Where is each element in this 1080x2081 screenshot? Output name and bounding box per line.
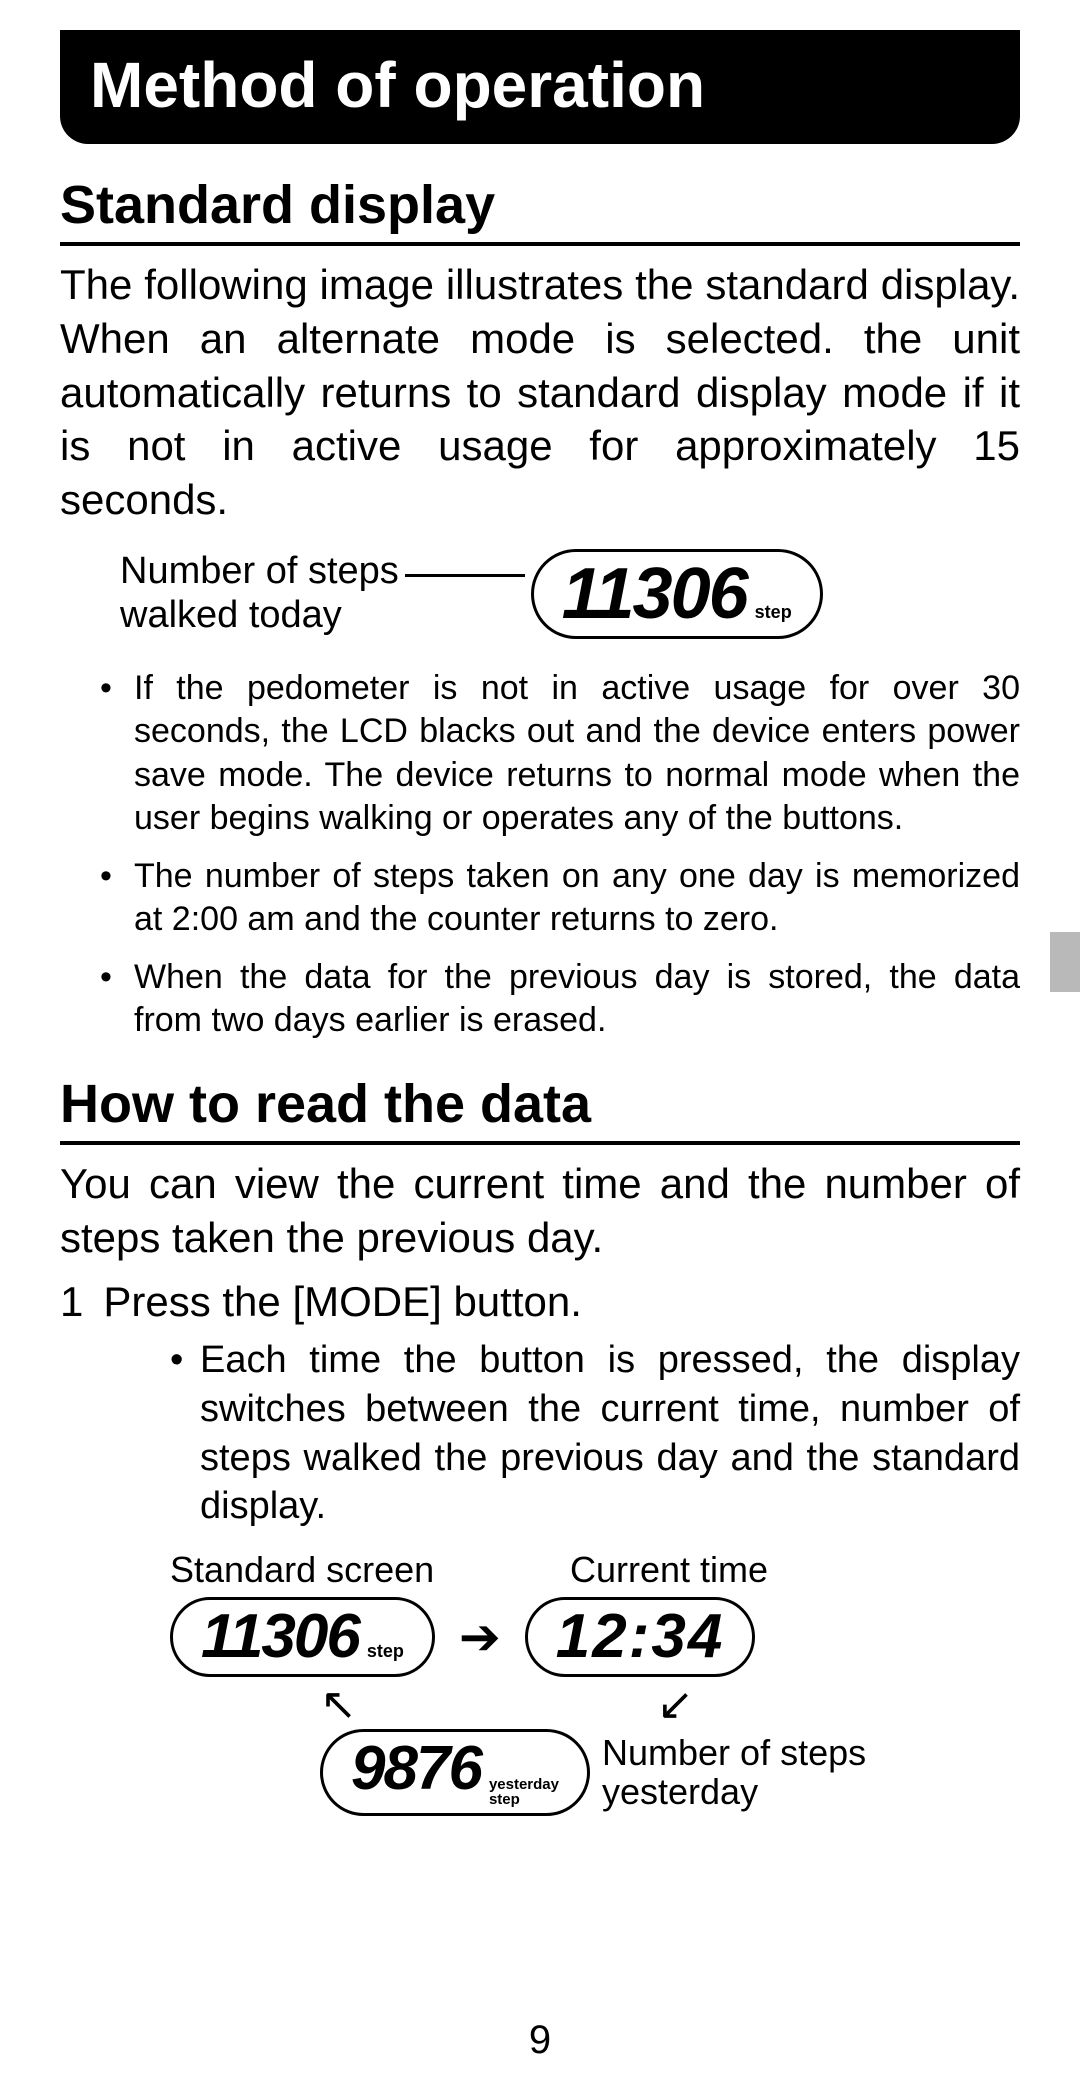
- display-label-line1: Number of steps: [120, 550, 399, 592]
- lcd-yesterday: 9876 yesterday step: [320, 1729, 590, 1816]
- section-title-how-to-read: How to read the data: [60, 1073, 1020, 1145]
- arrow-down-left-icon: ↙: [657, 1683, 694, 1727]
- lcd-yesterday-unit-top: yesterday: [489, 1777, 559, 1792]
- section-title-standard-display: Standard display: [60, 174, 1020, 246]
- page-side-tab: [1050, 932, 1080, 992]
- label-standard-screen: Standard screen: [170, 1549, 570, 1591]
- lcd-yesterday-value: 9876: [351, 1738, 481, 1800]
- arrow-right-icon: ➔: [459, 1612, 501, 1662]
- bullet-item: The number of steps taken on any one day…: [100, 855, 1020, 942]
- step-1-sub: Each time the button is pressed, the dis…: [170, 1336, 1020, 1531]
- section1-bullets: If the pedometer is not in active usage …: [100, 667, 1020, 1043]
- lcd-today-value: 11306: [562, 558, 747, 630]
- lcd-standard: 11306 step: [170, 1597, 435, 1677]
- page-number: 9: [0, 2018, 1080, 2063]
- bullet-item: If the pedometer is not in active usage …: [100, 667, 1020, 841]
- bullet-item: When the data for the previous day is st…: [100, 956, 1020, 1043]
- arrow-up-left-icon: ↖: [320, 1683, 357, 1727]
- label-yesterday: Number of steps yesterday: [602, 1733, 866, 1812]
- lcd-yesterday-unit: yesterday step: [489, 1777, 559, 1807]
- lcd-standard-value: 11306: [201, 1606, 359, 1668]
- lcd-standard-unit: step: [367, 1642, 404, 1660]
- section2-intro: You can view the current time and the nu…: [60, 1157, 1020, 1265]
- step-1: 1 Press the [MODE] button.: [60, 1278, 1020, 1326]
- mode-cycle-diagram: Standard screen Current time 11306 step …: [170, 1549, 1020, 1816]
- lcd-yesterday-unit-bottom: step: [489, 1792, 520, 1807]
- step-1-text: Press the [MODE] button.: [103, 1278, 582, 1326]
- display-label: Number of steps walked today: [120, 550, 399, 637]
- step-1-sub-text: Each time the button is pressed, the dis…: [170, 1336, 1020, 1531]
- standard-display-illustration: Number of steps walked today 11306 step: [120, 549, 1020, 639]
- lcd-today: 11306 step: [531, 549, 823, 639]
- label-current-time: Current time: [570, 1549, 768, 1591]
- label-yesterday-line1: Number of steps: [602, 1732, 866, 1773]
- lcd-time-value: 12:34: [556, 1606, 725, 1668]
- page-header: Method of operation: [60, 30, 1020, 144]
- step-1-number: 1: [60, 1278, 83, 1326]
- lcd-today-unit: step: [755, 603, 792, 621]
- display-label-line2: walked today: [120, 594, 342, 636]
- lcd-time: 12:34: [525, 1597, 756, 1677]
- page-header-title: Method of operation: [90, 49, 705, 121]
- section1-intro: The following image illustrates the stan…: [60, 258, 1020, 527]
- leader-line: [405, 574, 525, 577]
- label-yesterday-line2: yesterday: [602, 1771, 758, 1812]
